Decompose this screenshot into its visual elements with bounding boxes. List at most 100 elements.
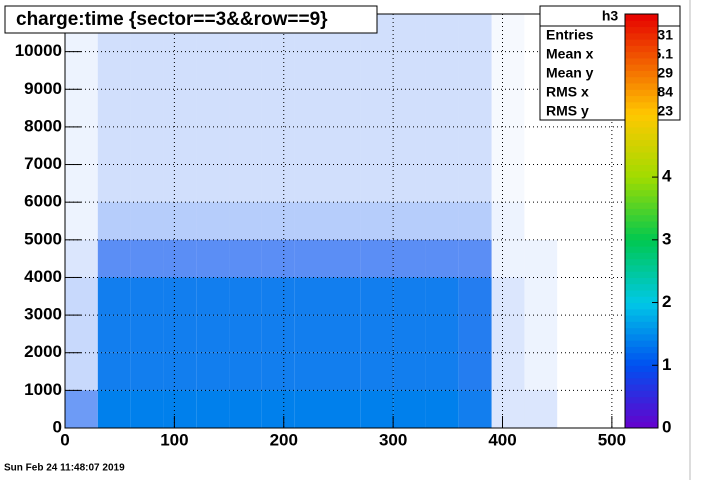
heat-cell bbox=[261, 51, 295, 90]
heat-cell bbox=[458, 239, 492, 278]
heat-cell bbox=[491, 390, 525, 428]
color-bar-step bbox=[625, 321, 658, 329]
color-bar-step bbox=[625, 246, 658, 253]
heat-cell bbox=[196, 277, 230, 316]
heat-cell bbox=[360, 164, 394, 203]
heat-cell bbox=[97, 315, 131, 353]
heat-cell bbox=[196, 390, 230, 428]
color-bar-step bbox=[625, 76, 658, 84]
color-bar-step bbox=[625, 83, 658, 90]
heat-cell bbox=[229, 390, 262, 428]
heat-cell bbox=[327, 202, 361, 240]
z-tick-label: 0 bbox=[662, 417, 671, 436]
z-tick-label: 1 bbox=[662, 355, 671, 374]
title-box bbox=[4, 5, 378, 34]
heat-cell bbox=[97, 89, 131, 127]
heat-cell bbox=[327, 352, 361, 391]
heat-cell bbox=[294, 202, 328, 240]
color-bar-frame bbox=[624, 13, 659, 429]
heat-cell bbox=[491, 202, 525, 240]
heat-cell bbox=[425, 126, 459, 165]
color-bar-step bbox=[625, 290, 658, 297]
heat-cell bbox=[261, 239, 295, 278]
x-tick-label: 400 bbox=[488, 430, 516, 449]
heat-cell bbox=[425, 164, 459, 203]
heat-cell bbox=[97, 352, 131, 391]
heat-cell bbox=[327, 89, 361, 127]
heat-cell bbox=[491, 239, 525, 278]
color-bar-step bbox=[625, 14, 658, 21]
heat-cell bbox=[393, 164, 426, 203]
color-bar-step bbox=[625, 233, 658, 241]
color-bar-step bbox=[625, 359, 658, 366]
heat-cell bbox=[229, 164, 262, 203]
heat-cell bbox=[360, 202, 394, 240]
heat-cell bbox=[294, 390, 328, 428]
heat-cell bbox=[196, 202, 230, 240]
heat-cell bbox=[491, 352, 525, 391]
heat-cell bbox=[294, 51, 328, 90]
heat-cell bbox=[425, 239, 459, 278]
color-bar-step bbox=[625, 346, 658, 354]
color-bar-step bbox=[625, 64, 658, 71]
heat-cell bbox=[425, 14, 459, 52]
heat-cell bbox=[130, 51, 164, 90]
heat-cell bbox=[261, 315, 295, 353]
heat-cell bbox=[65, 239, 98, 278]
x-tick-label: 0 bbox=[60, 430, 69, 449]
y-tick-label: 6000 bbox=[24, 192, 62, 211]
color-bar-step bbox=[625, 264, 658, 272]
color-bar-step bbox=[625, 208, 658, 216]
color-bar-step bbox=[625, 239, 658, 247]
color-bar-step bbox=[625, 120, 658, 128]
heat-cell bbox=[294, 239, 328, 278]
color-bar-step bbox=[625, 195, 658, 203]
heat-cell bbox=[393, 14, 426, 52]
heat-cell bbox=[492, 165, 525, 203]
heat-cell bbox=[261, 89, 295, 127]
stats-label: RMS x bbox=[546, 84, 589, 100]
heat-cell bbox=[130, 126, 164, 165]
heat-cell bbox=[360, 390, 394, 428]
x-tick-label: 100 bbox=[160, 430, 188, 449]
heat-cell bbox=[393, 126, 426, 165]
heat-cell bbox=[393, 352, 426, 391]
heat-cell bbox=[130, 390, 164, 428]
timestamp: Sun Feb 24 11:48:07 2019 bbox=[4, 463, 125, 474]
heat-cell bbox=[229, 277, 262, 316]
heat-cell bbox=[458, 89, 492, 127]
heat-cell bbox=[65, 315, 98, 353]
heat-cell bbox=[261, 202, 295, 240]
heat-cell bbox=[163, 202, 197, 240]
color-bar-step bbox=[625, 114, 658, 122]
heat-cell bbox=[65, 126, 98, 165]
color-bar-step bbox=[625, 214, 658, 222]
heat-cell bbox=[458, 51, 492, 90]
heat-cell bbox=[261, 164, 295, 203]
heat-cell bbox=[196, 315, 230, 353]
heat-cell bbox=[229, 126, 262, 165]
heat-cell bbox=[163, 164, 197, 203]
color-bar-step bbox=[625, 421, 658, 429]
heat-cell bbox=[327, 390, 361, 428]
stats-box: h3Entries9731Mean x195.1Mean y2629RMS x9… bbox=[539, 5, 681, 121]
y-tick-label: 2000 bbox=[24, 342, 62, 361]
heat-cell bbox=[163, 390, 197, 428]
stats-label: RMS y bbox=[546, 103, 589, 119]
y-tick-label: 0 bbox=[53, 417, 62, 436]
heat-cell bbox=[65, 277, 98, 316]
heat-cell bbox=[425, 202, 459, 240]
color-bar-step bbox=[625, 296, 658, 304]
y-tick-label: 10000 bbox=[15, 41, 62, 60]
color-bar-step bbox=[625, 39, 658, 46]
color-bar-step bbox=[625, 51, 658, 59]
heat-cell bbox=[458, 126, 492, 165]
color-bar-step bbox=[625, 402, 658, 410]
stats-label: Entries bbox=[546, 27, 594, 43]
heat-cell bbox=[327, 126, 361, 165]
heat-cell bbox=[458, 315, 492, 353]
heat-cell bbox=[65, 352, 98, 391]
color-bar-step bbox=[625, 371, 658, 379]
color-bar-step bbox=[625, 227, 658, 235]
heat-cell bbox=[97, 51, 131, 90]
